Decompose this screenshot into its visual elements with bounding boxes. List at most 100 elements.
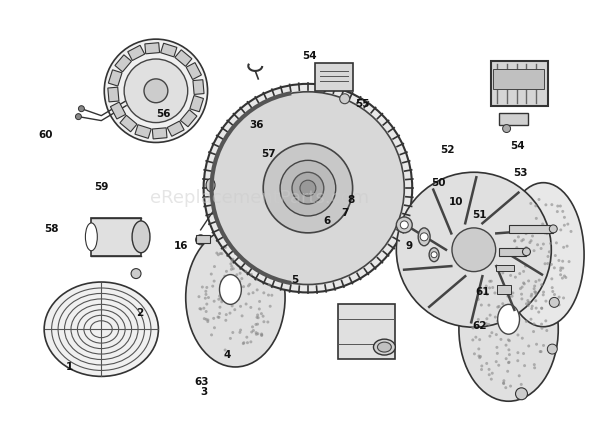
Circle shape	[563, 216, 566, 219]
Circle shape	[537, 198, 540, 201]
Ellipse shape	[132, 221, 150, 253]
Circle shape	[521, 337, 524, 340]
Circle shape	[550, 277, 553, 280]
Bar	[496, 265, 513, 271]
Circle shape	[489, 280, 491, 283]
Circle shape	[473, 352, 476, 355]
Circle shape	[471, 326, 474, 329]
Circle shape	[520, 383, 523, 386]
Text: 54: 54	[302, 51, 317, 61]
Circle shape	[496, 306, 499, 309]
Circle shape	[533, 363, 536, 366]
Circle shape	[542, 344, 545, 347]
Circle shape	[561, 210, 564, 213]
Circle shape	[507, 338, 510, 341]
Circle shape	[540, 307, 543, 310]
Text: 53: 53	[513, 168, 528, 178]
Circle shape	[534, 291, 537, 294]
Circle shape	[504, 386, 507, 389]
Text: 6: 6	[323, 216, 331, 226]
Circle shape	[566, 223, 569, 226]
Circle shape	[507, 361, 510, 364]
Text: 59: 59	[94, 182, 109, 192]
Circle shape	[535, 306, 537, 309]
Circle shape	[210, 333, 213, 336]
Circle shape	[530, 295, 533, 298]
Circle shape	[212, 317, 215, 320]
Circle shape	[420, 233, 428, 241]
Circle shape	[245, 336, 248, 338]
Text: 7: 7	[341, 208, 349, 218]
Circle shape	[509, 385, 512, 388]
Circle shape	[534, 229, 537, 232]
Circle shape	[217, 253, 220, 256]
Circle shape	[233, 295, 236, 298]
Text: 57: 57	[261, 149, 276, 159]
Circle shape	[251, 291, 254, 294]
Circle shape	[512, 291, 514, 294]
Circle shape	[255, 288, 258, 291]
Circle shape	[543, 232, 546, 234]
Circle shape	[268, 283, 271, 286]
Circle shape	[559, 205, 562, 208]
Circle shape	[131, 269, 141, 279]
Circle shape	[507, 348, 510, 351]
Circle shape	[551, 290, 554, 293]
Circle shape	[478, 356, 481, 359]
Circle shape	[510, 295, 513, 298]
Circle shape	[513, 318, 516, 321]
Ellipse shape	[378, 342, 391, 352]
Circle shape	[542, 290, 545, 293]
Circle shape	[266, 320, 270, 323]
Circle shape	[220, 280, 223, 283]
Circle shape	[531, 305, 534, 308]
Bar	[109, 70, 122, 86]
Circle shape	[480, 365, 483, 368]
Circle shape	[556, 205, 559, 208]
Circle shape	[202, 307, 205, 310]
Circle shape	[502, 381, 505, 384]
Circle shape	[540, 322, 543, 325]
Ellipse shape	[418, 228, 430, 246]
Circle shape	[539, 350, 542, 353]
Circle shape	[522, 352, 525, 355]
Circle shape	[238, 280, 241, 283]
Circle shape	[230, 268, 233, 271]
Circle shape	[516, 333, 519, 336]
Circle shape	[555, 241, 558, 244]
Text: 62: 62	[473, 320, 487, 330]
Circle shape	[568, 260, 571, 263]
Circle shape	[513, 240, 516, 242]
Bar	[193, 80, 204, 94]
Circle shape	[400, 221, 408, 229]
Bar	[175, 50, 192, 67]
Text: eReplacementParts.com: eReplacementParts.com	[150, 189, 369, 207]
Circle shape	[548, 250, 551, 253]
Circle shape	[524, 265, 527, 268]
Circle shape	[230, 259, 234, 262]
Circle shape	[104, 39, 208, 142]
Circle shape	[203, 317, 206, 320]
Circle shape	[502, 302, 504, 305]
Circle shape	[562, 246, 565, 249]
Circle shape	[471, 338, 474, 341]
Circle shape	[241, 314, 244, 317]
Circle shape	[549, 242, 552, 245]
Circle shape	[531, 234, 534, 237]
Circle shape	[220, 300, 223, 303]
Circle shape	[218, 295, 221, 298]
Circle shape	[205, 303, 208, 306]
Bar	[115, 55, 132, 72]
Circle shape	[516, 388, 527, 400]
Bar	[186, 63, 201, 80]
Circle shape	[256, 322, 259, 325]
Circle shape	[212, 92, 404, 285]
Circle shape	[260, 333, 263, 336]
Circle shape	[486, 317, 489, 320]
Circle shape	[530, 239, 533, 242]
Circle shape	[540, 350, 543, 353]
Circle shape	[500, 322, 503, 325]
Circle shape	[525, 230, 527, 233]
Bar	[135, 125, 151, 139]
Circle shape	[477, 298, 480, 301]
